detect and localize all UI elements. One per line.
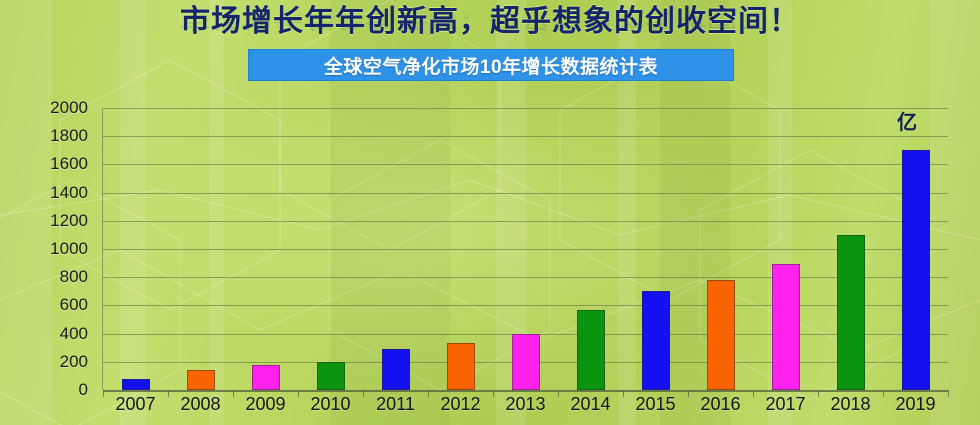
poster-header: 市场增长年年创新高，超乎想象的创收空间！ 市场增长年年创新高，超乎想象的创收空间… [0, 0, 980, 96]
bar-chart: 2000 1800 1600 1400 1200 1000 800 600 400 200 0 20… [0, 96, 980, 425]
x-axis-label-2016: 2016 [700, 394, 741, 414]
x-axis-label-2014: 2014 [570, 394, 611, 414]
x-axis-label-2012: 2012 [440, 394, 481, 414]
page-title: 市场增长年年创新高，超乎想象的创收空间！ [180, 5, 800, 38]
bar-2015 [641, 290, 670, 390]
gridline [103, 192, 948, 194]
x-axis-tick [363, 390, 364, 397]
x-axis-label-2019: 2019 [895, 394, 936, 414]
x-axis-tick [818, 390, 819, 397]
plot-area [102, 108, 949, 397]
x-axis-tick [753, 390, 754, 397]
x-axis-label-2018: 2018 [830, 394, 871, 414]
x-axis-tick [233, 390, 234, 397]
bar-2012 [446, 342, 475, 390]
x-axis-tick [623, 390, 624, 397]
x-axis-tick [428, 390, 429, 397]
gridline [103, 249, 948, 250]
bar-2010 [316, 361, 345, 390]
bar-2011 [381, 349, 410, 390]
bar-2014 [576, 309, 605, 390]
x-axis-line [103, 390, 948, 392]
bar-2019 [901, 150, 930, 390]
x-axis-tick [168, 390, 169, 397]
x-axis-label-2007: 2007 [115, 394, 156, 414]
y-axis-tick-label: 1200 [50, 210, 88, 230]
bar-2013 [511, 333, 540, 390]
x-axis-label-2010: 2010 [310, 394, 351, 414]
subtitle-banner: 全球空气净化市场10年增长数据统计表 [248, 49, 734, 81]
y-axis-tick-label: 2000 [50, 98, 88, 117]
x-axis-tick [948, 390, 949, 397]
page-title-reflection: 市场增长年年创新高，超乎想象的创收空间！ [180, 9, 800, 31]
x-axis-tick [103, 390, 104, 397]
bar-2008 [186, 370, 215, 390]
y-axis-tick-label: 200 [59, 351, 88, 371]
y-axis-labels: 2000 1800 1600 1400 1200 1000 800 600 400 200 0 [0, 98, 98, 399]
y-axis-tick-label: 1600 [50, 154, 88, 174]
bar-2018 [836, 234, 865, 390]
y-axis-tick-label: 1000 [50, 239, 88, 258]
y-axis-line [102, 108, 103, 390]
x-axis-tick [493, 390, 494, 397]
x-axis-labels: 2007 2008 2009 2010 2011 2012 2013 2014 2015 2016… [103, 392, 948, 422]
unit-label: 亿 [897, 112, 917, 134]
y-axis-tick-label: 1400 [50, 182, 88, 202]
x-axis-label-2013: 2013 [505, 394, 546, 414]
y-axis-tick-label: 600 [59, 295, 88, 315]
x-axis-label-2017: 2017 [765, 394, 806, 414]
x-axis-tick [298, 390, 299, 397]
x-axis-label-2009: 2009 [245, 394, 286, 414]
x-axis-tick [558, 390, 559, 397]
gridline [103, 220, 948, 222]
y-axis-tick-label: 0 [78, 380, 88, 399]
x-axis-label-2015: 2015 [635, 394, 676, 414]
gridline [103, 305, 948, 307]
subtitle-text: 全球空气净化市场10年增长数据统计表 [323, 56, 659, 78]
y-axis-tick-label: 400 [59, 323, 88, 343]
bar-2017 [771, 263, 800, 390]
x-axis-tick [883, 390, 884, 397]
bar-2007 [121, 378, 150, 390]
y-axis-tick-label: 1800 [50, 126, 88, 146]
y-axis-tick-label: 800 [59, 267, 88, 287]
x-axis-label-2011: 2011 [376, 394, 415, 414]
x-axis-label-2008: 2008 [180, 394, 221, 414]
gridline [103, 164, 948, 166]
gridline [103, 108, 948, 109]
x-axis-tick [688, 390, 689, 397]
bar-2009 [251, 364, 280, 390]
gridline [103, 136, 948, 138]
bar-2016 [706, 280, 735, 390]
gridline [103, 277, 948, 279]
